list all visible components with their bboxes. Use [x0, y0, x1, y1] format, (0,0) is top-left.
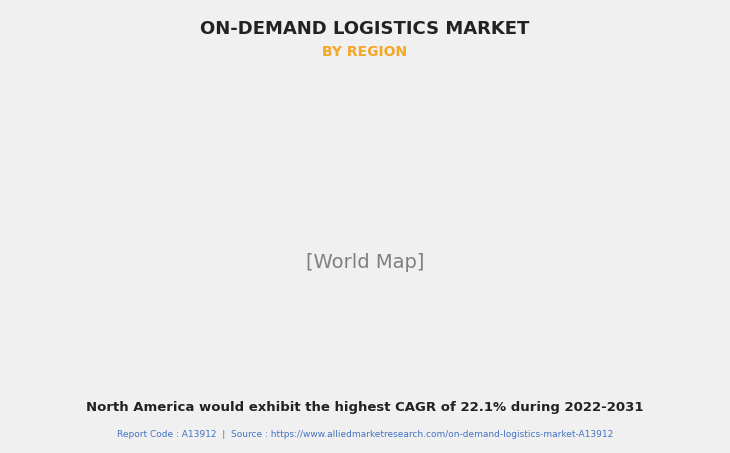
Text: [World Map]: [World Map] [306, 253, 424, 272]
Text: ON-DEMAND LOGISTICS MARKET: ON-DEMAND LOGISTICS MARKET [200, 20, 530, 39]
Text: Report Code : A13912  |  Source : https://www.alliedmarketresearch.com/on-demand: Report Code : A13912 | Source : https://… [117, 430, 613, 439]
Text: BY REGION: BY REGION [323, 45, 407, 59]
Text: North America would exhibit the highest CAGR of 22.1% during 2022-2031: North America would exhibit the highest … [86, 401, 644, 414]
